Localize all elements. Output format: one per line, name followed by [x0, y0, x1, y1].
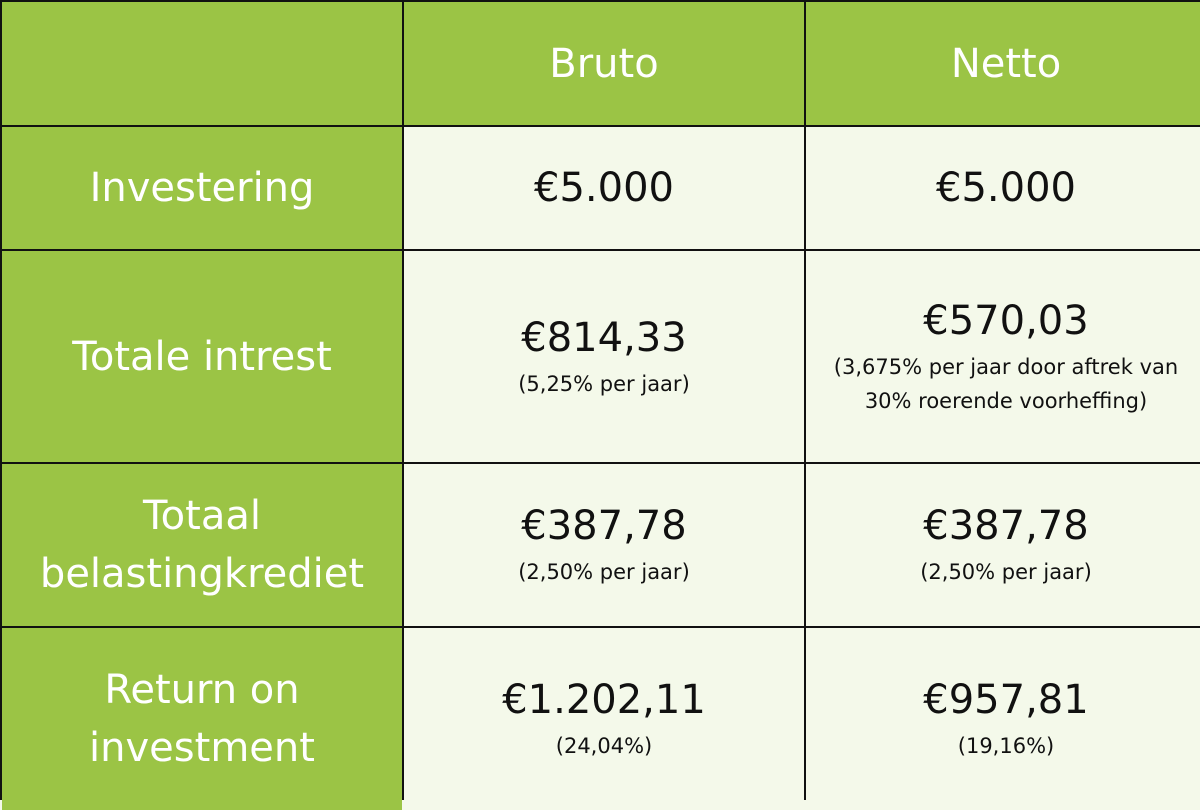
row-label-belastingkrediet: Totaal belastingkrediet [2, 464, 402, 626]
header-bruto: Bruto [404, 2, 804, 125]
header-empty-cell [2, 2, 402, 125]
value: €387,78 [923, 503, 1089, 550]
cell-intrest-netto: €570,03 (3,675% per jaar door aftrek van… [806, 251, 1200, 462]
value: €1.202,11 [502, 677, 706, 724]
value: €5.000 [534, 165, 674, 211]
row-label-totale-intrest: Totale intrest [2, 251, 402, 462]
note: (5,25% per jaar) [518, 371, 690, 396]
note: (19,16%) [957, 734, 1055, 759]
value: €5.000 [936, 165, 1076, 211]
cell-roi-netto: €957,81 (19,16%) [806, 628, 1200, 810]
cell-investering-bruto: €5.000 [404, 127, 804, 249]
row-label-investering: Investering [2, 127, 402, 249]
row-label-roi: Return on investment [2, 628, 402, 810]
cell-krediet-netto: €387,78 (2,50% per jaar) [806, 464, 1200, 626]
cell-investering-netto: €5.000 [806, 127, 1200, 249]
value: €570,03 [923, 297, 1089, 344]
note: (24,04%) [555, 734, 653, 759]
cell-krediet-bruto: €387,78 (2,50% per jaar) [404, 464, 804, 626]
header-netto: Netto [806, 2, 1200, 125]
value: €814,33 [521, 314, 687, 361]
note: (2,50% per jaar) [920, 560, 1092, 585]
cell-roi-bruto: €1.202,11 (24,04%) [404, 628, 804, 810]
value: €387,78 [521, 503, 687, 550]
note: (3,675% per jaar door aftrek van 30% roe… [833, 354, 1179, 413]
cell-intrest-bruto: €814,33 (5,25% per jaar) [404, 251, 804, 462]
value: €957,81 [923, 677, 1089, 724]
note: (2,50% per jaar) [518, 560, 690, 585]
